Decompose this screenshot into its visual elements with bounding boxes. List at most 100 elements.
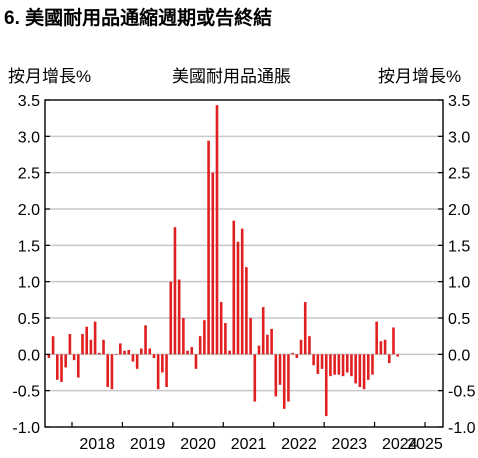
bar: [93, 321, 97, 355]
bar: [341, 354, 345, 377]
bar: [228, 350, 231, 355]
bar: [177, 279, 181, 355]
bar: [182, 318, 185, 355]
y-tick-label-left: 3.0: [18, 129, 40, 146]
bar: [131, 354, 135, 362]
bar: [190, 347, 194, 355]
y-tick-label-right: 3.5: [448, 93, 470, 110]
plot-frame: [44, 99, 444, 428]
bar: [169, 281, 173, 355]
bar: [224, 323, 227, 355]
x-tick-label: 2022: [281, 436, 317, 453]
bar: [194, 354, 198, 369]
x-tick-label: 2023: [332, 436, 368, 453]
bar: [379, 341, 383, 355]
bar: [362, 354, 366, 390]
bar: [127, 349, 131, 355]
bar: [165, 354, 168, 388]
y-tick-label-right: 0.5: [448, 311, 470, 328]
bar: [245, 267, 248, 355]
y-tick-label-left: 1.5: [18, 238, 40, 255]
bar: [68, 333, 72, 355]
bar: [253, 354, 257, 402]
bar: [51, 336, 55, 355]
bar: [282, 354, 286, 409]
bar: [383, 339, 387, 355]
y-tick-label-left: 0.5: [18, 311, 40, 328]
bar: [270, 328, 273, 355]
bar: [236, 241, 240, 355]
x-tick-label: 2024: [382, 436, 418, 453]
bar: [240, 228, 244, 355]
bar: [287, 354, 290, 402]
y-tick-label-left: 3.5: [18, 93, 40, 110]
bar: [207, 140, 210, 355]
y-axis-label-right: 按月增長%: [378, 67, 462, 86]
bar: [106, 354, 110, 388]
bar: [98, 352, 101, 355]
y-tick-label-left: 2.0: [18, 202, 40, 219]
bar: [152, 354, 156, 358]
y-axis-label-left: 按月增長%: [8, 67, 92, 86]
bar: [312, 354, 315, 366]
y-tick-label-right: 2.5: [448, 166, 470, 183]
bar: [354, 354, 357, 384]
bar: [215, 105, 219, 355]
bar: [186, 350, 189, 355]
bar: [72, 354, 76, 361]
y-tick-label-left: -0.5: [12, 384, 40, 401]
bar: [392, 327, 395, 355]
bar: [148, 348, 152, 355]
bar: [140, 348, 143, 355]
bar: [144, 325, 147, 355]
bar: [64, 354, 67, 368]
chart-title: 美國耐用品通脹: [172, 67, 291, 86]
bar: [47, 354, 51, 358]
bar: [249, 318, 252, 355]
bar: [110, 354, 114, 390]
bar: [198, 336, 202, 355]
bar: [337, 354, 341, 375]
y-tick-label-right: 0.0: [448, 347, 470, 364]
x-tick-label: 2025: [407, 436, 443, 453]
x-tick-label: 2021: [231, 436, 267, 453]
bar: [257, 345, 261, 355]
y-tick-label-right: 3.0: [448, 129, 470, 146]
bar: [173, 227, 177, 355]
y-tick-label-left: 1.0: [18, 275, 40, 292]
y-tick-label-right: 1.0: [448, 275, 470, 292]
bar: [345, 354, 349, 373]
x-tick-label: 2018: [79, 436, 115, 453]
bar: [261, 307, 265, 355]
bar: [358, 354, 362, 388]
bar: [123, 350, 126, 355]
bar: [81, 333, 84, 355]
page-title: 6. 美國耐用品通縮週期或告終結: [4, 8, 273, 29]
bar: [203, 320, 206, 355]
bar: [299, 339, 303, 355]
bar: [291, 352, 294, 355]
x-tick-label: 2020: [180, 436, 216, 453]
bar: [303, 302, 307, 355]
bar: [396, 354, 399, 357]
bar: [211, 172, 215, 355]
y-tick-label-right: -0.5: [448, 384, 476, 401]
bar: [324, 354, 328, 417]
bar: [350, 354, 353, 377]
bar: [114, 354, 118, 355]
y-tick-label-right: 2.0: [448, 202, 470, 219]
y-tick-label-right: -1.0: [448, 420, 476, 437]
bar: [316, 354, 320, 374]
bar: [60, 354, 63, 382]
y-tick-label-left: -1.0: [12, 420, 40, 437]
bar: [278, 354, 282, 385]
bar: [366, 354, 370, 380]
bar: [375, 321, 378, 355]
bar: [85, 326, 89, 355]
bar: [89, 339, 93, 355]
bar: [320, 354, 324, 369]
bar: [333, 354, 336, 375]
x-tick-label: 2019: [130, 436, 166, 453]
y-tick-label-left: 2.5: [18, 166, 40, 183]
